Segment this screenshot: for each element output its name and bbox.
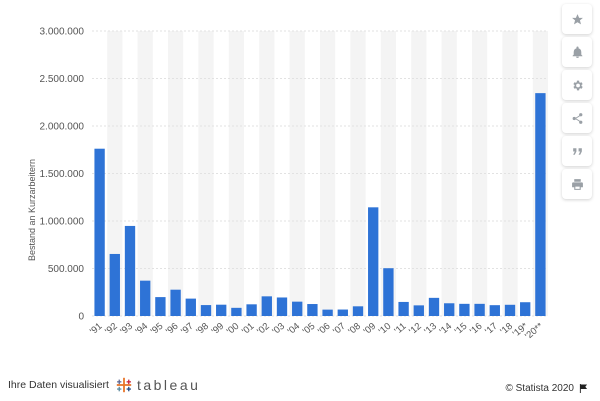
bar-11[interactable] bbox=[398, 301, 409, 316]
x-tick-label: '20** bbox=[523, 321, 545, 342]
bar-14[interactable] bbox=[444, 303, 455, 316]
x-tick-label: '08 bbox=[346, 321, 363, 337]
bar-17[interactable] bbox=[489, 305, 500, 316]
bar-09[interactable] bbox=[368, 207, 379, 316]
print-icon bbox=[571, 178, 583, 190]
print-button[interactable] bbox=[562, 169, 592, 199]
x-tick-label: '00 bbox=[225, 321, 242, 337]
column-band bbox=[472, 31, 488, 316]
bar-13[interactable] bbox=[428, 297, 440, 316]
notification-button[interactable] bbox=[562, 37, 592, 67]
flag-icon[interactable] bbox=[579, 384, 588, 393]
x-tick-label: '93 bbox=[118, 321, 135, 337]
settings-button[interactable] bbox=[562, 70, 592, 100]
x-tick-label: '13 bbox=[422, 321, 439, 337]
share-button[interactable] bbox=[562, 103, 592, 133]
bar-04[interactable] bbox=[292, 301, 303, 316]
x-tick-label: '91 bbox=[88, 321, 105, 337]
column-band bbox=[259, 31, 275, 316]
bar-93[interactable] bbox=[124, 225, 136, 316]
y-tick-label: 0 bbox=[78, 312, 84, 323]
x-tick-label: '99 bbox=[210, 321, 227, 337]
x-tick-label: '12 bbox=[407, 321, 424, 337]
bar-99[interactable] bbox=[216, 304, 227, 316]
bar-03[interactable] bbox=[276, 297, 288, 316]
y-tick-label: 3.000.000 bbox=[40, 27, 85, 38]
bar-96[interactable] bbox=[170, 289, 181, 316]
bar-01[interactable] bbox=[246, 304, 257, 316]
bar-12[interactable] bbox=[413, 305, 424, 316]
bar-00[interactable] bbox=[231, 307, 242, 316]
x-tick-label: '05 bbox=[301, 321, 318, 337]
y-tick-label: 1.000.000 bbox=[40, 217, 85, 228]
x-tick-label: '95 bbox=[149, 321, 166, 337]
bar-91[interactable] bbox=[94, 148, 105, 316]
column-band bbox=[411, 31, 427, 316]
bar-10[interactable] bbox=[383, 268, 394, 316]
tableau-logo-icon bbox=[116, 377, 132, 393]
x-tick-label: '16 bbox=[468, 321, 485, 337]
bar-20[interactable] bbox=[535, 93, 546, 316]
x-tick-label: '15 bbox=[453, 321, 470, 337]
footer-visualized-text: Ihre Daten visualisiert bbox=[8, 379, 109, 391]
bar-18[interactable] bbox=[504, 304, 516, 316]
cite-button[interactable] bbox=[562, 136, 592, 166]
copyright-text: © Statista 2020 bbox=[505, 383, 574, 394]
bar-94[interactable] bbox=[140, 280, 151, 316]
gear-icon bbox=[572, 80, 583, 90]
column-band bbox=[168, 31, 184, 316]
favorite-button[interactable] bbox=[562, 4, 592, 34]
y-tick-label: 2.000.000 bbox=[40, 122, 85, 133]
column-band bbox=[107, 31, 123, 316]
sidebar-toolbar bbox=[562, 4, 592, 202]
x-tick-label: '92 bbox=[103, 321, 120, 337]
y-tick-label: 1.500.000 bbox=[40, 169, 85, 180]
x-tick-label: '06 bbox=[316, 321, 333, 337]
bar-19[interactable] bbox=[520, 302, 531, 316]
bar-08[interactable] bbox=[352, 306, 364, 316]
bar-05[interactable] bbox=[307, 304, 318, 316]
tableau-credit[interactable]: Ihre Daten visualisiert tableau bbox=[8, 376, 200, 394]
bar-97[interactable] bbox=[185, 298, 196, 316]
x-tick-label: '03 bbox=[270, 321, 287, 337]
bar-06[interactable] bbox=[322, 309, 333, 316]
bar-07[interactable] bbox=[337, 309, 348, 316]
tableau-wordmark: tableau bbox=[136, 377, 201, 393]
y-tick-label: 500.000 bbox=[48, 264, 85, 275]
bar-92[interactable] bbox=[109, 253, 120, 316]
x-tick-label: '98 bbox=[194, 321, 211, 337]
bar-chart: 0 500.000 1.000.000 1.500.000 2.000.000 2.500… bbox=[27, 27, 548, 342]
bar-16[interactable] bbox=[474, 303, 485, 316]
bell-icon bbox=[572, 46, 582, 58]
bar-98[interactable] bbox=[200, 305, 212, 316]
y-tick-label: 2.500.000 bbox=[40, 74, 85, 85]
x-tick-label: '07 bbox=[331, 321, 348, 337]
x-tick-label: '04 bbox=[286, 321, 303, 337]
x-tick-label: '94 bbox=[134, 321, 151, 337]
x-tick-label: '01 bbox=[240, 321, 257, 337]
x-tick-label: '17 bbox=[483, 321, 500, 337]
bar-95[interactable] bbox=[155, 297, 166, 316]
x-tick-label: '09 bbox=[362, 321, 379, 337]
x-tick-label: '14 bbox=[438, 321, 455, 337]
x-tick-label: '96 bbox=[164, 321, 181, 337]
statista-credit: © Statista 2020 bbox=[505, 383, 588, 394]
quote-icon bbox=[572, 147, 582, 155]
y-axis-label: Bestand an Kurzarbeitern bbox=[27, 159, 37, 261]
star-icon bbox=[571, 13, 583, 24]
bar-15[interactable] bbox=[459, 303, 470, 316]
x-tick-label: '10 bbox=[377, 321, 394, 337]
x-tick-label: '02 bbox=[255, 321, 272, 337]
share-icon bbox=[572, 112, 582, 124]
x-tick-label: '97 bbox=[179, 321, 196, 337]
bar-02[interactable] bbox=[261, 296, 272, 316]
column-band bbox=[320, 31, 336, 316]
